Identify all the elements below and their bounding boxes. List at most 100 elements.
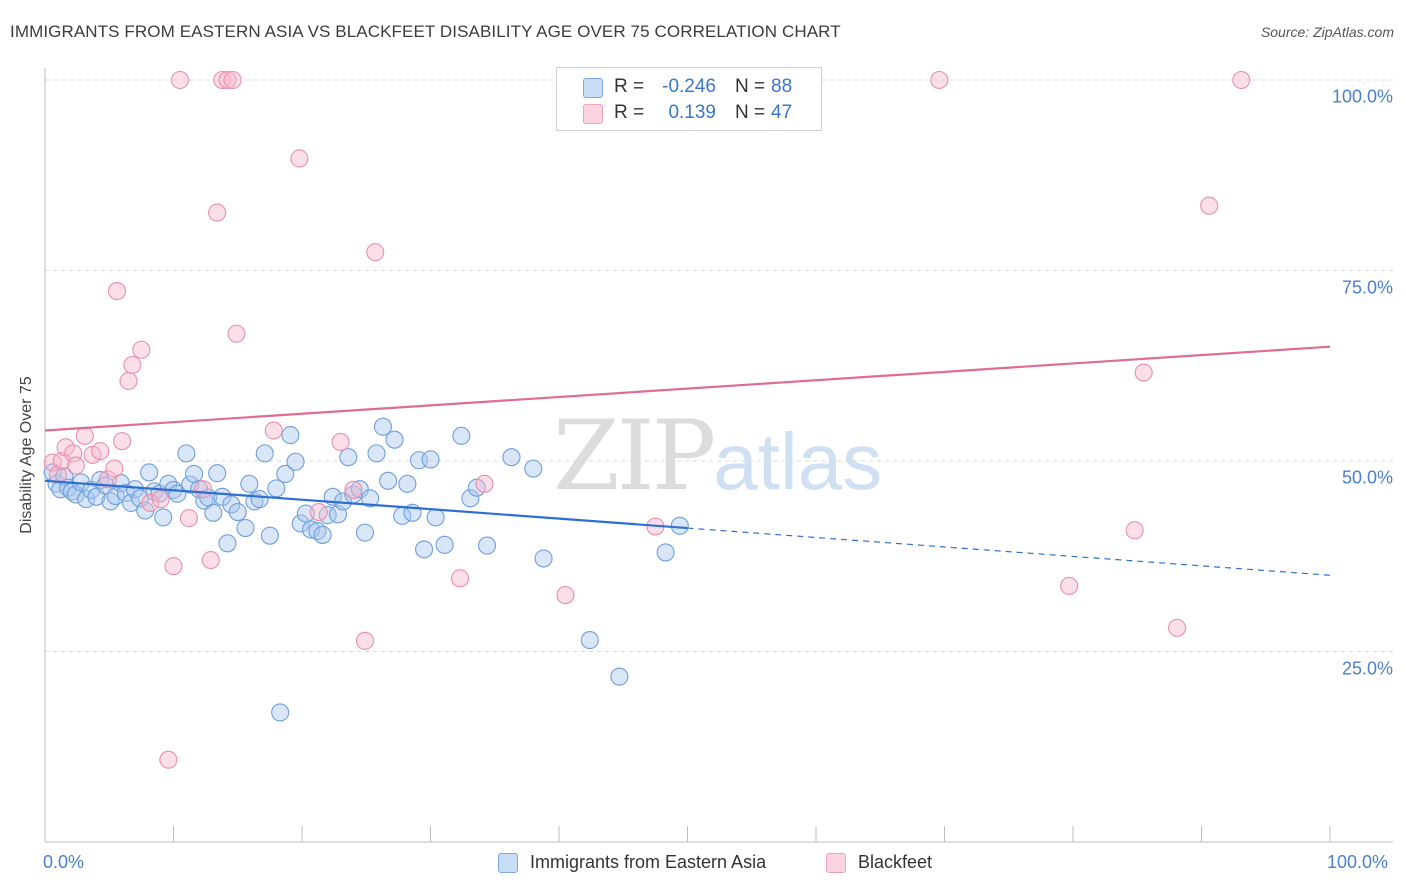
data-point bbox=[177, 444, 196, 463]
data-point bbox=[367, 444, 386, 463]
data-point bbox=[271, 703, 290, 722]
data-point bbox=[116, 483, 136, 503]
data-point bbox=[194, 480, 213, 499]
data-point bbox=[1168, 618, 1187, 637]
data-point bbox=[534, 549, 553, 568]
y-tick-label: 25.0% bbox=[1341, 658, 1393, 678]
y-tick-label: 50.0% bbox=[1341, 467, 1393, 488]
data-point bbox=[107, 282, 127, 301]
chart-title: IMMIGRANTS FROM EASTERN ASIA VS BLACKFEE… bbox=[10, 22, 841, 41]
data-point bbox=[260, 526, 279, 545]
data-point bbox=[301, 520, 321, 539]
data-point bbox=[339, 448, 358, 467]
data-point bbox=[366, 243, 385, 262]
data-point bbox=[66, 456, 85, 475]
data-point bbox=[290, 149, 309, 168]
data-point bbox=[227, 324, 246, 343]
data-point bbox=[475, 474, 494, 493]
legend-swatch-blackfeet bbox=[826, 853, 846, 873]
data-point bbox=[1125, 521, 1144, 540]
trend-line-eastern-asia bbox=[44, 479, 688, 530]
data-point bbox=[159, 750, 178, 769]
data-point bbox=[125, 480, 144, 499]
data-point bbox=[1134, 363, 1153, 382]
data-point bbox=[461, 489, 480, 508]
data-point bbox=[185, 464, 204, 484]
data-point bbox=[415, 540, 434, 559]
data-point bbox=[930, 70, 949, 90]
data-point bbox=[132, 340, 151, 359]
data-point bbox=[164, 557, 183, 576]
stats-r-label: R = bbox=[614, 76, 645, 97]
data-point bbox=[313, 525, 332, 544]
data-point bbox=[355, 631, 375, 650]
stats-swatch-blackfeet bbox=[583, 104, 603, 124]
data-point bbox=[452, 426, 471, 445]
data-point bbox=[204, 503, 223, 522]
data-point bbox=[91, 442, 110, 461]
data-point bbox=[373, 417, 393, 436]
data-point bbox=[75, 426, 94, 445]
data-point bbox=[355, 523, 375, 542]
legend-label-eastern-asia: Immigrants from Eastern Asia bbox=[530, 852, 767, 872]
data-point bbox=[286, 452, 305, 471]
data-point bbox=[55, 467, 74, 486]
data-point bbox=[223, 70, 242, 90]
data-point bbox=[208, 464, 227, 483]
data-point bbox=[201, 551, 220, 570]
gridlines bbox=[45, 79, 1393, 652]
data-point bbox=[385, 430, 404, 449]
data-point bbox=[255, 444, 274, 463]
data-point bbox=[276, 464, 295, 484]
data-point bbox=[1200, 196, 1219, 215]
data-point bbox=[218, 70, 237, 90]
data-point bbox=[105, 459, 124, 478]
data-point bbox=[656, 543, 675, 562]
data-point bbox=[141, 493, 160, 512]
trend-line-blackfeet bbox=[44, 345, 1331, 432]
data-point bbox=[1060, 576, 1079, 596]
x-tick-label-max: 100.0% bbox=[1327, 852, 1389, 872]
data-point bbox=[170, 70, 189, 90]
legend-label-blackfeet: Blackfeet bbox=[858, 852, 933, 872]
data-point bbox=[291, 514, 310, 533]
data-point bbox=[140, 463, 159, 482]
watermark-zip: ZIP bbox=[553, 400, 716, 512]
data-point bbox=[123, 355, 142, 375]
trend-line-eastern-asia-extension bbox=[687, 527, 1331, 576]
data-point bbox=[670, 516, 689, 535]
y-tick-label: 100.0% bbox=[1331, 86, 1393, 107]
data-point bbox=[122, 493, 141, 512]
axes bbox=[44, 68, 1393, 843]
stats-n-value: 88 bbox=[771, 76, 793, 97]
data-point bbox=[451, 569, 470, 588]
stats-swatch-eastern-asia bbox=[583, 78, 603, 98]
data-point bbox=[113, 432, 132, 451]
data-point bbox=[151, 490, 170, 509]
data-point bbox=[222, 495, 241, 514]
stats-n-label: N = bbox=[735, 102, 766, 123]
correlation-stats-box: R = -0.246 N = 88 R = 0.139 N = 47 bbox=[556, 67, 822, 131]
series-eastern-asia bbox=[43, 417, 689, 722]
data-point bbox=[208, 203, 227, 222]
stats-r-label: R = bbox=[614, 102, 645, 123]
data-point bbox=[350, 480, 369, 499]
data-point bbox=[524, 459, 543, 478]
data-point bbox=[361, 489, 380, 508]
data-point bbox=[264, 421, 283, 440]
data-point bbox=[119, 371, 138, 391]
x-tick-label-min: 0.0% bbox=[43, 852, 85, 872]
data-point bbox=[48, 465, 67, 484]
data-point bbox=[435, 535, 454, 554]
data-point bbox=[213, 70, 232, 90]
data-point bbox=[267, 479, 286, 498]
stats-row-blackfeet: R = 0.139 N = 47 bbox=[557, 100, 821, 126]
stats-r-value: -0.246 bbox=[662, 76, 716, 97]
data-point bbox=[1232, 70, 1251, 90]
data-point bbox=[502, 448, 521, 467]
y-axis-label: Disability Age Over 75 bbox=[18, 376, 35, 534]
stats-n-value: 47 bbox=[771, 102, 793, 123]
legend-swatch-eastern-asia bbox=[498, 853, 518, 873]
data-point bbox=[281, 426, 300, 445]
